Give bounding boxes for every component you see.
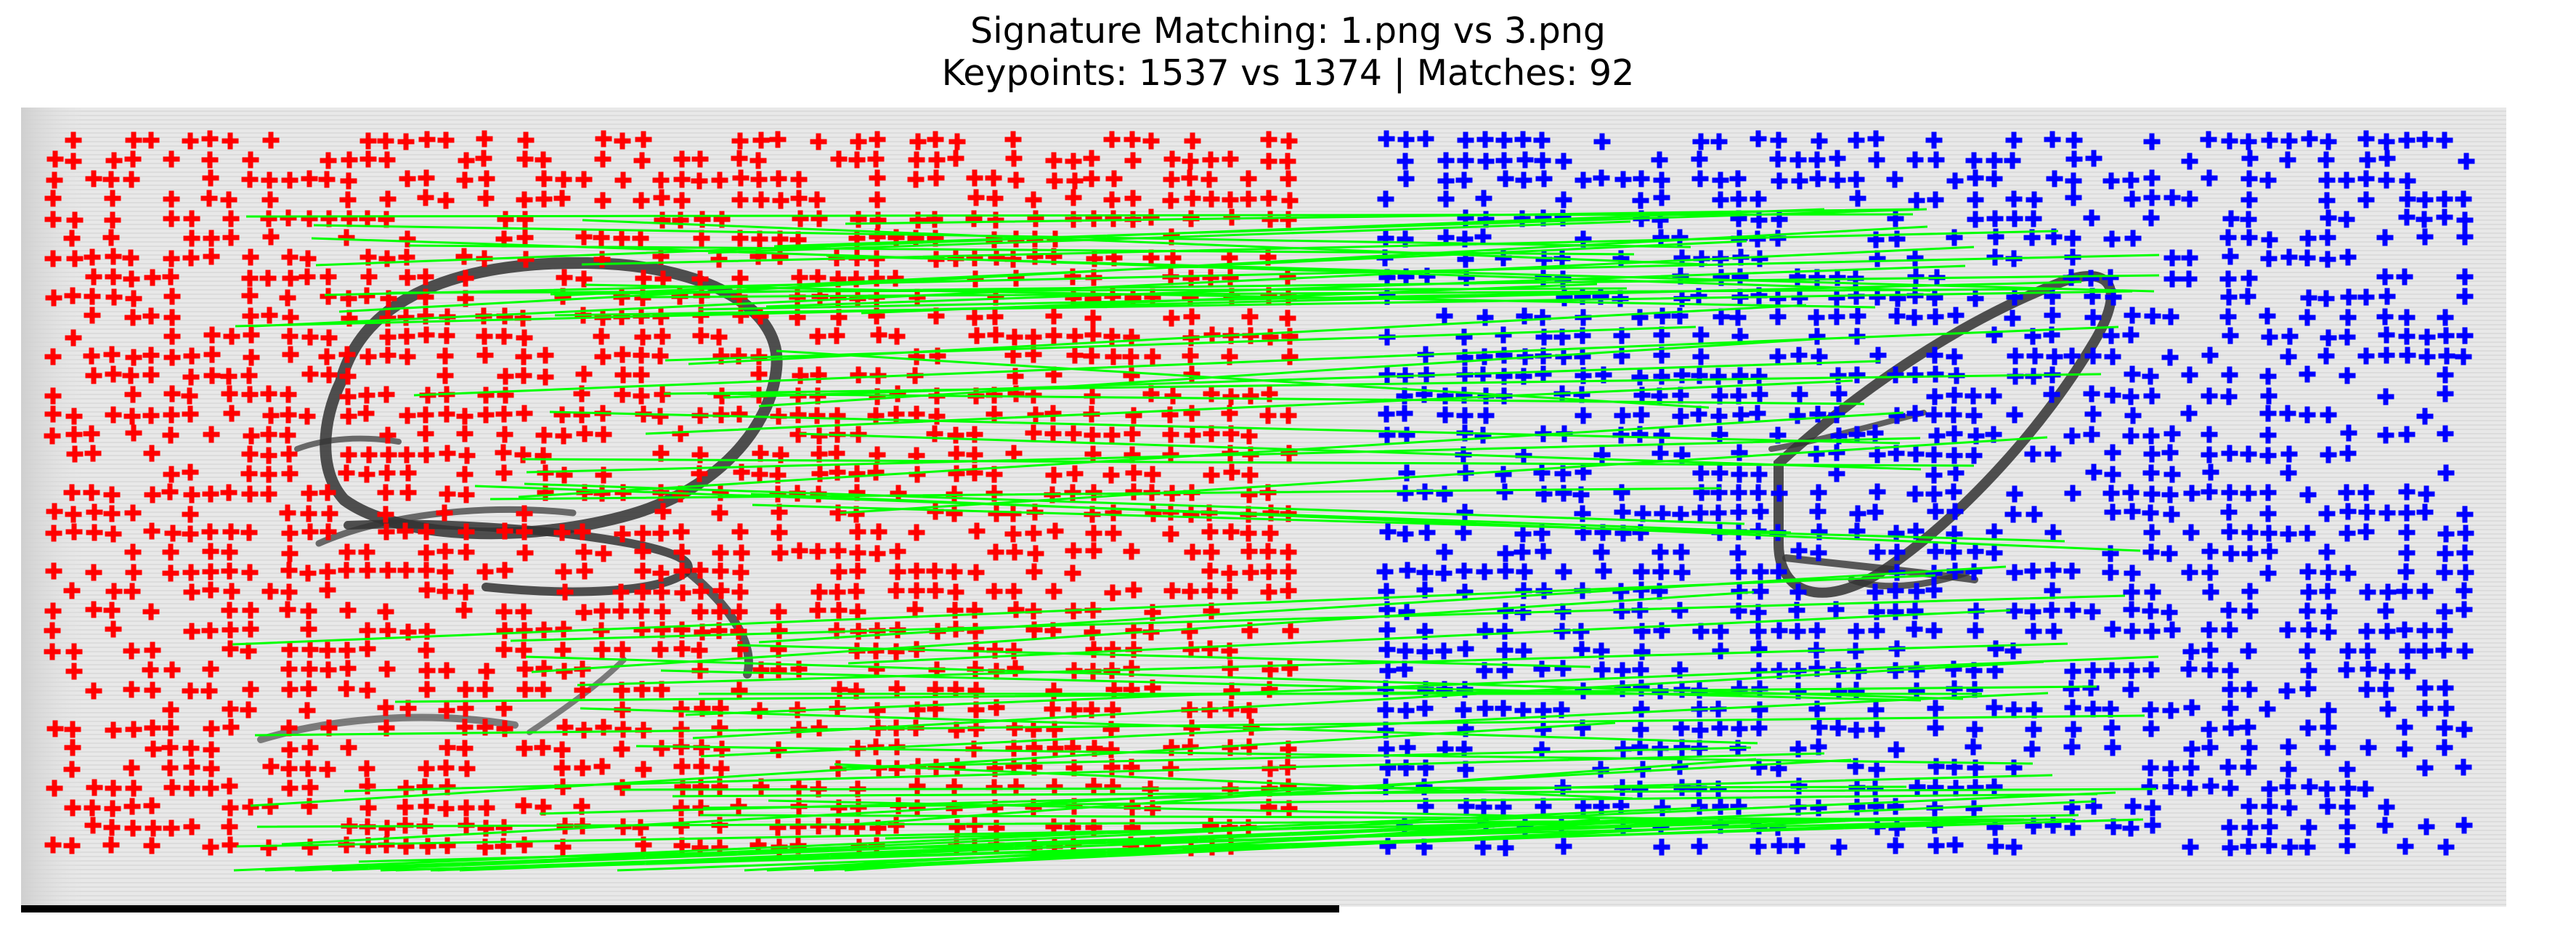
figure-title: Signature Matching: 1.png vs 3.png Keypo… bbox=[0, 10, 2576, 94]
right-image-panel bbox=[1339, 108, 2506, 907]
left-keypoints bbox=[44, 130, 1299, 857]
match-canvas bbox=[21, 108, 2506, 912]
match-lines bbox=[232, 208, 2160, 872]
title-line-2: Keypoints: 1537 vs 1374 | Matches: 92 bbox=[941, 52, 1635, 94]
left-keypoint-markers bbox=[44, 130, 1299, 857]
left-image-bottom-border bbox=[21, 905, 1339, 912]
match-visualization bbox=[21, 108, 2506, 921]
match-line-set bbox=[232, 208, 2160, 872]
title-line-1: Signature Matching: 1.png vs 3.png bbox=[970, 10, 1606, 52]
